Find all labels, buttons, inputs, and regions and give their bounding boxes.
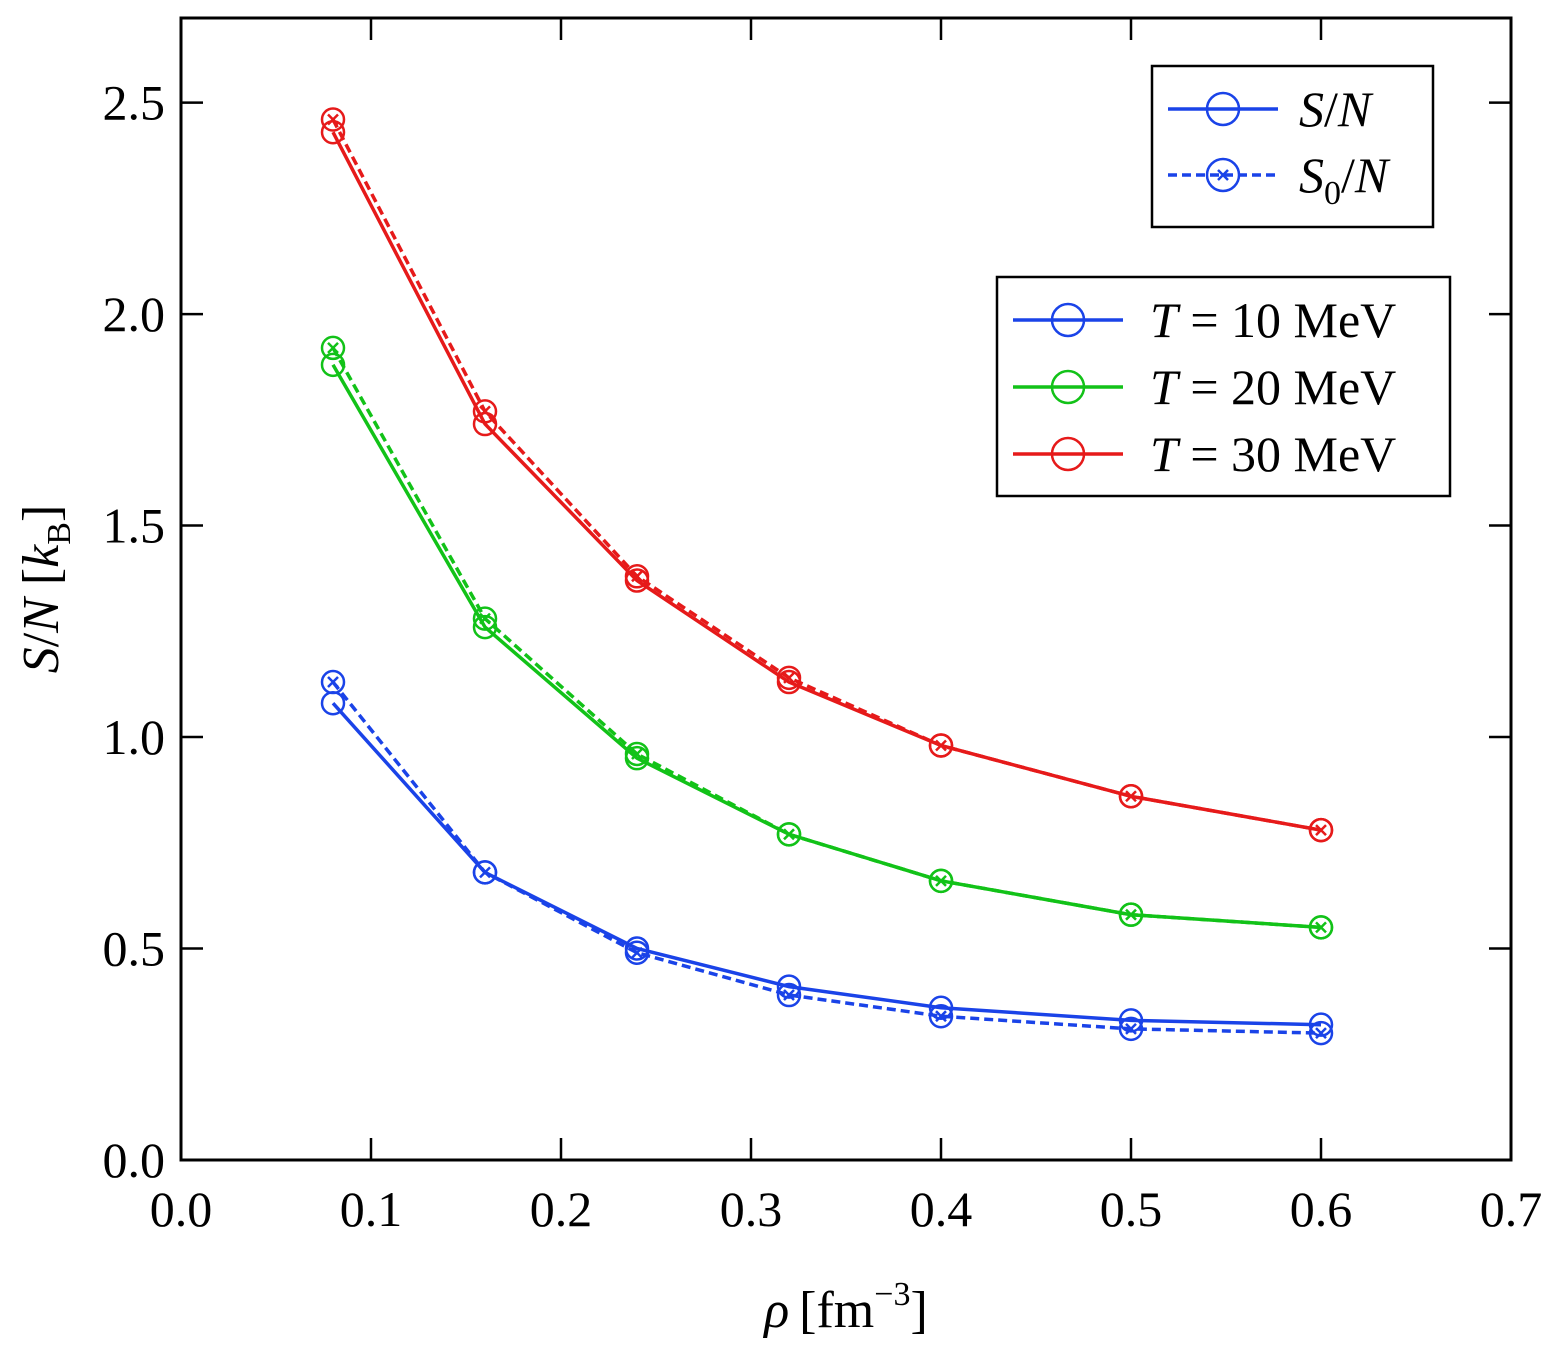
data-point-x-mark — [631, 748, 643, 760]
data-point-x-mark — [327, 113, 339, 126]
x-axis-title: ρ [fm−3] — [762, 1276, 928, 1339]
axes-layer: 0.0 0.1 0.2 0.3 0.4 0.5 0.6 0.7 0.0 0.5 1.0 1.5 2.0 2… — [103, 18, 1543, 1237]
data-point — [776, 822, 802, 847]
data-point-x-mark — [935, 739, 947, 752]
y-axis-k-sub: B — [41, 522, 78, 545]
y-axis-slash: / — [13, 632, 70, 647]
data-point — [320, 107, 346, 132]
data-point-x-mark — [1125, 908, 1137, 921]
series-t10mev-s — [320, 690, 1334, 1037]
data-point — [1118, 1008, 1144, 1033]
data-point-x-mark — [935, 1010, 947, 1023]
legend-marker — [1050, 302, 1086, 338]
legend-marker — [1050, 436, 1086, 472]
data-point — [472, 606, 498, 631]
x-axis-symbol: ρ — [762, 1282, 789, 1339]
y-axis-open: [ — [13, 568, 70, 598]
legend-label: T = 20 MeV — [1150, 359, 1396, 415]
x-axis-unit: [fm — [799, 1282, 874, 1339]
series-t10mev-s0 — [320, 669, 1334, 1046]
data-point-x-mark — [479, 405, 491, 418]
legend-label: T = 10 MeV — [1150, 292, 1396, 348]
x-tick-label: 0.4 — [910, 1181, 973, 1237]
x-axis-unit-close: ] — [910, 1282, 927, 1339]
legend-label: S0/N — [1299, 147, 1391, 212]
legend-marker — [1205, 91, 1241, 127]
x-tick-label: 0.6 — [1290, 1181, 1353, 1237]
data-point — [1118, 1016, 1144, 1042]
legend-label: T = 30 MeV — [1150, 426, 1396, 482]
data-point — [320, 335, 346, 361]
legend-line-style: S/N S0/N — [1150, 64, 1435, 229]
y-axis-close: ] — [13, 505, 70, 522]
legend-label: S/N — [1299, 81, 1374, 137]
data-point — [928, 868, 954, 894]
x-tick-label: 0.2 — [530, 1181, 593, 1237]
data-point — [624, 564, 650, 589]
legend-marker — [1050, 369, 1086, 405]
series-line — [331, 681, 1322, 1035]
data-point — [928, 733, 954, 758]
data-point — [1308, 1012, 1334, 1037]
y-tick-label: 0.0 — [103, 1132, 166, 1188]
legend-marker-x — [1217, 169, 1229, 181]
data-point — [624, 741, 650, 767]
plot-frame — [179, 16, 1513, 1162]
data-point-x-mark — [1125, 1022, 1137, 1035]
series-t20mev-s0 — [320, 335, 1334, 940]
legend-temp-box — [995, 275, 1452, 498]
data-point-x-mark — [327, 676, 339, 688]
data-point — [928, 1003, 954, 1029]
data-point-x-mark — [1315, 824, 1327, 836]
x-tick-label: 0.3 — [720, 1181, 783, 1237]
data-point — [1308, 1020, 1334, 1046]
legend-temperature: T = 10 MeV T = 20 MeV T = 30 MeV — [995, 275, 1452, 498]
series-line — [331, 702, 1322, 1027]
data-point-x-mark — [783, 828, 795, 841]
data-point-x-mark — [631, 946, 643, 959]
y-tick-label: 2.0 — [103, 286, 166, 342]
data-point — [472, 399, 498, 424]
series-t30mev-s0 — [320, 107, 1334, 843]
x-tick-label: 0.1 — [340, 1181, 403, 1237]
y-tick-label: 1.0 — [103, 709, 166, 765]
data-point — [472, 860, 498, 885]
data-point-x-mark — [631, 570, 643, 583]
legend-marker — [1205, 157, 1241, 193]
data-point — [624, 940, 650, 965]
data-point — [1308, 915, 1334, 940]
data-point-x-mark — [327, 342, 339, 354]
data-point-x-mark — [479, 612, 491, 625]
data-point-x-mark — [783, 989, 795, 1001]
x-tick-label: 0.5 — [1100, 1181, 1163, 1237]
data-point — [928, 995, 954, 1020]
y-axis-S: S — [13, 647, 70, 673]
data-point-x-mark — [1125, 790, 1137, 803]
data-point — [1308, 817, 1334, 843]
data-point-x-mark — [1315, 1027, 1327, 1039]
x-tick-label: 0.7 — [1480, 1181, 1543, 1237]
series-layer — [320, 107, 1334, 1046]
data-point-x-mark — [479, 866, 491, 879]
data-point-x-mark — [783, 671, 795, 684]
x-tick-label: 0.0 — [150, 1181, 213, 1237]
data-point — [320, 669, 346, 695]
y-tick-label: 0.5 — [103, 921, 166, 977]
data-point-x-mark — [935, 874, 947, 887]
y-tick-label: 1.5 — [103, 498, 166, 554]
y-tick-label: 2.5 — [103, 75, 166, 131]
x-axis-unit-exponent: −3 — [874, 1276, 910, 1313]
data-point — [776, 974, 802, 999]
y-axis-N: N — [13, 595, 70, 634]
data-point-x-mark — [1315, 921, 1327, 934]
data-point — [1118, 784, 1144, 809]
data-point — [1118, 902, 1144, 927]
data-point — [776, 665, 802, 691]
y-axis-title: S/N [kB] — [13, 505, 78, 674]
y-axis-k: k — [13, 544, 70, 568]
data-point — [776, 982, 802, 1008]
legend-style-box — [1150, 64, 1435, 229]
